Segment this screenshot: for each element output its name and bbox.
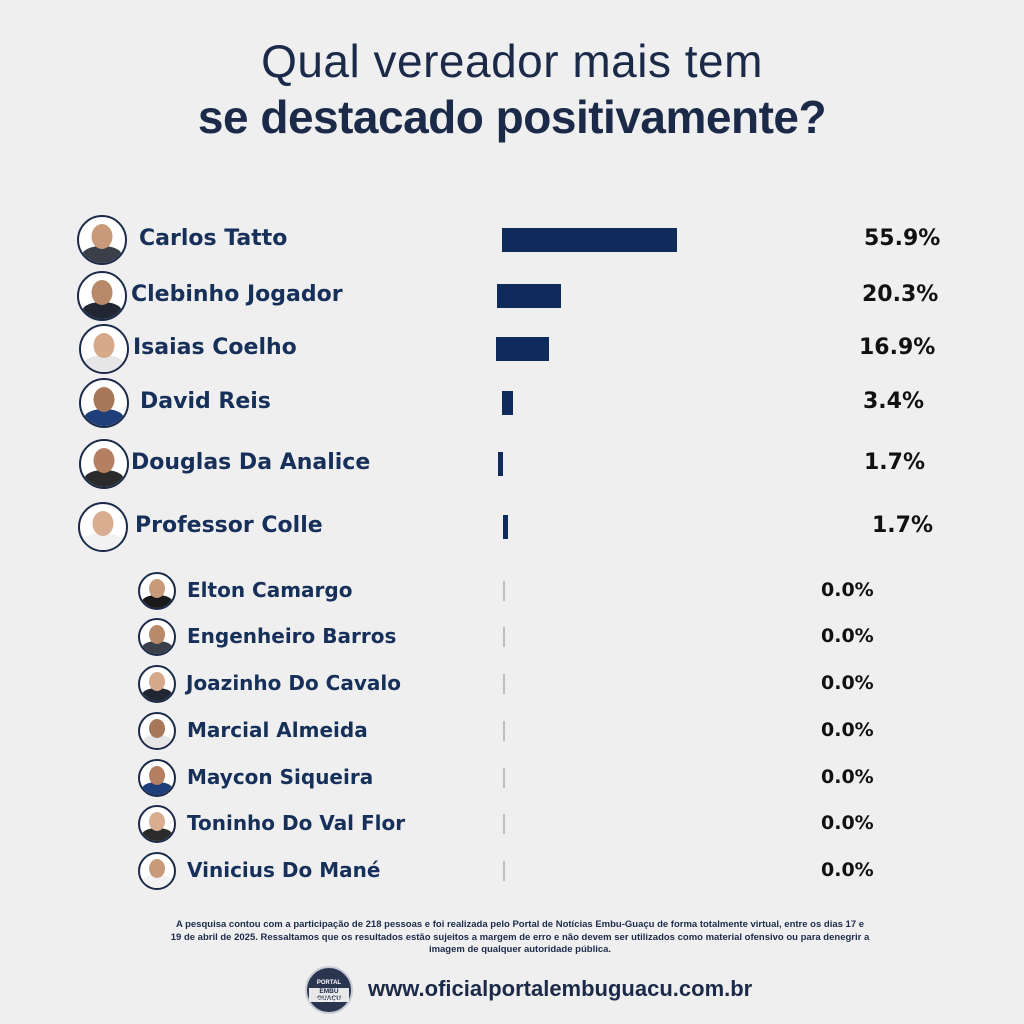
- survey-disclaimer: A pesquisa contou com a participação de …: [170, 919, 870, 955]
- avatar-body-shape: [142, 828, 172, 841]
- logo-text-embu-guacu: EMBU GUAÇU: [309, 988, 349, 1002]
- candidate-avatar: [79, 324, 129, 374]
- percentage-label: 0.0%: [821, 766, 874, 788]
- avatar-body-shape: [142, 641, 172, 654]
- candidate-name: Elton Camargo: [187, 578, 353, 602]
- candidate-name: Douglas Da Analice: [131, 450, 371, 475]
- percentage-label: 20.3%: [862, 282, 939, 307]
- value-bar: [496, 337, 549, 361]
- avatar-body-shape: [84, 409, 124, 426]
- candidate-avatar: [138, 759, 176, 797]
- avatar-head-shape: [149, 625, 165, 645]
- avatar-head-shape: [149, 672, 165, 692]
- percentage-label: 0.0%: [821, 672, 874, 694]
- zero-value-bar: [503, 721, 505, 741]
- percentage-label: 0.0%: [821, 625, 874, 647]
- percentage-label: 0.0%: [821, 812, 874, 834]
- percentage-label: 3.4%: [863, 389, 925, 414]
- candidate-name: Vinicius Do Mané: [187, 858, 381, 882]
- percentage-label: 16.9%: [859, 335, 936, 360]
- value-bar: [502, 228, 677, 252]
- avatar-body-shape: [142, 782, 172, 795]
- candidate-name: Carlos Tatto: [139, 226, 288, 251]
- candidate-name: Marcial Almeida: [187, 718, 368, 742]
- candidate-avatar: [79, 439, 129, 489]
- candidate-avatar: [138, 572, 176, 610]
- avatar-head-shape: [93, 387, 115, 412]
- zero-value-bar: [503, 581, 505, 601]
- avatar-body-shape: [82, 246, 122, 263]
- avatar-head-shape: [93, 448, 115, 473]
- value-bar: [503, 515, 509, 539]
- candidate-name: Joazinho Do Cavalo: [186, 671, 401, 695]
- candidate-avatar: [138, 618, 176, 656]
- avatar-head-shape: [92, 511, 114, 536]
- avatar-body-shape: [142, 875, 172, 888]
- candidate-name: Isaias Coelho: [133, 335, 297, 360]
- avatar-head-shape: [91, 224, 113, 249]
- candidate-name: Engenheiro Barros: [187, 624, 397, 648]
- percentage-label: 0.0%: [821, 579, 874, 601]
- logo-text-portal: PORTAL: [316, 980, 342, 986]
- candidate-name: Toninho Do Val Flor: [187, 811, 406, 835]
- zero-value-bar: [503, 674, 505, 694]
- zero-value-bar: [503, 861, 505, 881]
- avatar-head-shape: [93, 333, 115, 358]
- avatar-head-shape: [149, 766, 165, 786]
- avatar-body-shape: [84, 470, 124, 487]
- candidate-avatar: [138, 805, 176, 843]
- percentage-label: 0.0%: [821, 859, 874, 881]
- candidate-avatar: [77, 271, 127, 321]
- candidate-name: Professor Colle: [135, 513, 323, 538]
- avatar-body-shape: [82, 302, 122, 319]
- candidate-avatar: [138, 852, 176, 890]
- avatar-head-shape: [149, 859, 165, 879]
- page-title-line1: Qual vereador mais tem: [261, 35, 763, 87]
- website-link[interactable]: www.oficialportalembuguacu.com.br: [368, 976, 753, 1001]
- candidate-name: Maycon Siqueira: [187, 765, 374, 789]
- value-bar: [498, 452, 504, 476]
- avatar-head-shape: [91, 280, 113, 305]
- zero-value-bar: [503, 627, 505, 647]
- logo-text-noticias: NOTÍCIAS: [317, 998, 341, 1004]
- page-title-line2: se destacado positivamente?: [197, 91, 827, 143]
- avatar-head-shape: [149, 719, 165, 739]
- value-bar: [497, 284, 561, 308]
- candidate-name: Clebinho Jogador: [131, 282, 343, 307]
- candidate-name: David Reis: [140, 389, 271, 414]
- candidate-avatar: [77, 215, 127, 265]
- percentage-label: 1.7%: [864, 450, 926, 475]
- candidate-avatar: [138, 665, 176, 703]
- percentage-label: 55.9%: [864, 226, 941, 251]
- avatar-body-shape: [142, 688, 172, 701]
- portal-logo: PORTAL EMBU GUAÇU NOTÍCIAS: [305, 966, 353, 1014]
- candidate-avatar: [78, 502, 128, 552]
- candidate-avatar: [138, 712, 176, 750]
- avatar-body-shape: [142, 735, 172, 748]
- value-bar: [502, 391, 513, 415]
- candidate-avatar: [79, 378, 129, 428]
- avatar-body-shape: [142, 595, 172, 608]
- percentage-label: 1.7%: [872, 513, 934, 538]
- zero-value-bar: [503, 814, 505, 834]
- avatar-head-shape: [149, 579, 165, 599]
- avatar-body-shape: [84, 355, 124, 372]
- percentage-label: 0.0%: [821, 719, 874, 741]
- avatar-body-shape: [83, 533, 123, 550]
- avatar-head-shape: [149, 812, 165, 832]
- zero-value-bar: [503, 768, 505, 788]
